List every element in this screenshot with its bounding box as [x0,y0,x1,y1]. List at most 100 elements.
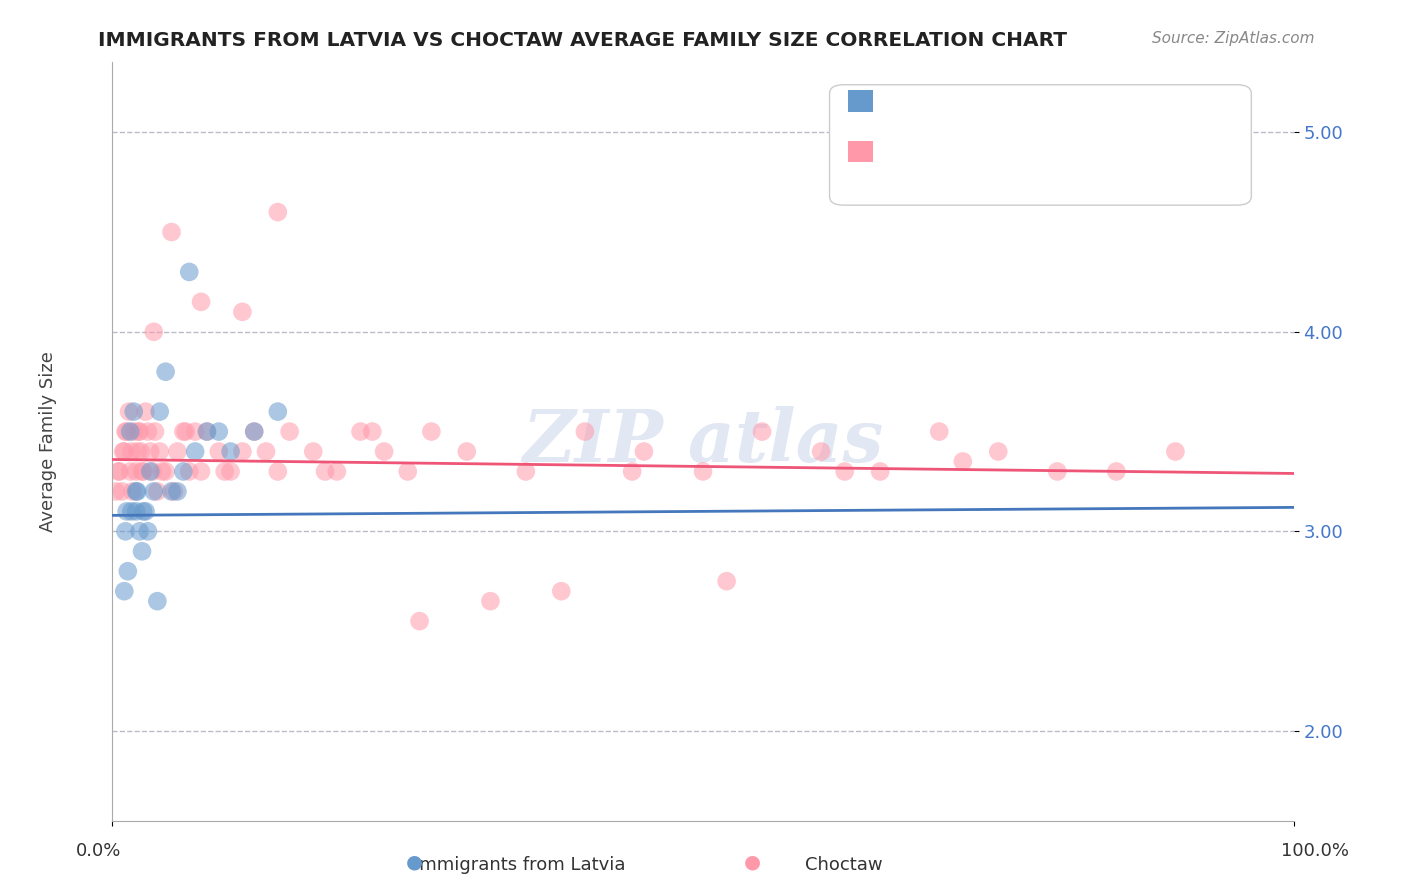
Text: 0.0%: 0.0% [76,842,121,860]
Text: R = -0.036   N = 79: R = -0.036 N = 79 [868,145,1031,162]
Point [1164,444,1187,458]
Point [136,425,159,439]
Text: Choctaw: Choctaw [804,855,883,873]
Point [131,465,153,479]
Point [136,524,159,539]
Point [120,504,142,518]
Point [142,484,165,499]
Point [112,444,135,458]
Point [166,484,188,499]
Point [112,584,135,599]
Text: ZIP atlas: ZIP atlas [523,406,883,477]
Text: IMMIGRANTS FROM LATVIA VS CHOCTAW AVERAGE FAMILY SIZE CORRELATION CHART: IMMIGRANTS FROM LATVIA VS CHOCTAW AVERAG… [98,31,1067,50]
Point [160,484,183,499]
Text: 100.0%: 100.0% [1281,842,1348,860]
Point [108,465,131,479]
Point [155,465,177,479]
Point [115,425,138,439]
Point [127,484,149,499]
Point [219,465,242,479]
Point [120,465,142,479]
Point [120,444,142,458]
Point [515,465,537,479]
Text: R =  0.005   N = 30: R = 0.005 N = 30 [868,94,1029,112]
Point [254,444,277,458]
Point [190,294,212,309]
Point [114,524,136,539]
Point [184,425,207,439]
Point [127,425,149,439]
Point [243,425,266,439]
Point [128,524,150,539]
Point [195,425,218,439]
Point [160,225,183,239]
Point [139,444,162,458]
Point [214,465,236,479]
Point [117,564,139,578]
Point [479,594,502,608]
Point [128,425,150,439]
Point [349,425,371,439]
Point [179,265,201,279]
Point [135,404,157,418]
Point [231,305,253,319]
Point [810,444,832,458]
Point [146,594,169,608]
Point [621,465,644,479]
Text: ●: ● [406,853,423,871]
Point [107,465,129,479]
Point [115,504,138,518]
Point [408,614,430,628]
Point [149,444,172,458]
Point [132,465,155,479]
Point [105,484,128,499]
Point [163,484,186,499]
Text: Immigrants from Latvia: Immigrants from Latvia [415,855,626,873]
Point [396,465,419,479]
Point [716,574,738,589]
Text: Source: ZipAtlas.com: Source: ZipAtlas.com [1152,31,1315,46]
Point [928,425,950,439]
Point [751,425,773,439]
Point [150,465,173,479]
Point [952,454,974,468]
Point [190,465,212,479]
Point [135,504,157,518]
Point [208,444,231,458]
Point [146,484,169,499]
Point [208,425,231,439]
Point [231,444,253,458]
Point [125,484,148,499]
Point [118,404,141,418]
Point [267,465,290,479]
Point [373,444,395,458]
Point [834,465,856,479]
Point [112,444,135,458]
Point [127,444,149,458]
Point [131,544,153,558]
Point [139,465,162,479]
Point [149,404,172,418]
Point [326,465,349,479]
Point [120,425,142,439]
Point [987,444,1010,458]
Point [302,444,325,458]
Point [143,425,166,439]
Point [142,465,165,479]
Point [111,484,134,499]
Point [122,425,145,439]
Point [132,504,155,518]
Point [122,404,145,418]
Point [155,365,177,379]
Point [267,404,290,418]
Point [125,465,148,479]
Point [243,425,266,439]
Point [420,425,443,439]
Point [114,425,136,439]
Point [184,444,207,458]
Point [129,444,152,458]
Point [125,504,148,518]
Point [121,484,143,499]
Point [1105,465,1128,479]
Point [278,425,301,439]
